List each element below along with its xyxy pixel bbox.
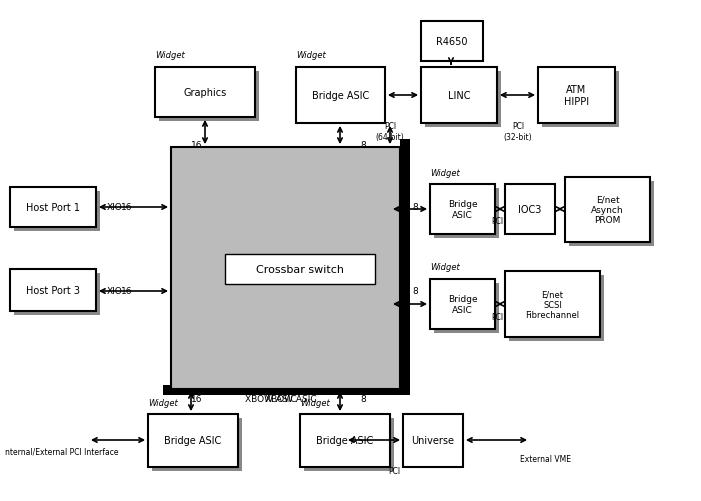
Text: 16: 16: [191, 140, 203, 149]
Bar: [569, 182, 654, 246]
Text: 16: 16: [121, 202, 132, 211]
Text: PCI
(64-bit): PCI (64-bit): [376, 122, 404, 141]
Bar: [300, 414, 390, 467]
Bar: [159, 72, 259, 122]
Text: Widget: Widget: [155, 51, 185, 60]
Text: Bridge
ASIC: Bridge ASIC: [448, 295, 477, 314]
Text: Host Port 1: Host Port 1: [26, 202, 80, 212]
Text: 16: 16: [121, 287, 132, 296]
Text: nternal/External PCI Interface: nternal/External PCI Interface: [5, 446, 118, 455]
Text: 8: 8: [360, 140, 366, 149]
Text: XIO: XIO: [107, 202, 123, 211]
Bar: [152, 418, 242, 471]
Text: XIO: XIO: [107, 287, 123, 296]
Bar: [434, 284, 499, 333]
Bar: [430, 280, 495, 329]
Text: E/net
SCSI
Fibrechannel: E/net SCSI Fibrechannel: [526, 290, 580, 319]
Bar: [505, 272, 600, 337]
Bar: [542, 72, 619, 128]
Bar: [296, 68, 385, 124]
Text: 8: 8: [360, 395, 366, 404]
Text: Widget: Widget: [300, 398, 329, 407]
Text: Crossbar switch: Crossbar switch: [256, 265, 344, 275]
Text: XBOW ASIC: XBOW ASIC: [265, 395, 317, 404]
Text: 8: 8: [412, 287, 418, 296]
Bar: [421, 22, 483, 62]
Text: LINC: LINC: [448, 91, 470, 101]
Text: Bridge ASIC: Bridge ASIC: [164, 436, 222, 445]
Text: PCI
(32-bit): PCI (32-bit): [504, 122, 532, 141]
Text: Widget: Widget: [148, 398, 178, 407]
Bar: [171, 148, 400, 389]
Text: R4650: R4650: [436, 37, 468, 47]
Text: Bridge ASIC: Bridge ASIC: [312, 91, 369, 101]
Text: PCI: PCI: [388, 466, 400, 475]
Bar: [403, 414, 463, 467]
Bar: [225, 255, 375, 285]
Text: Universe: Universe: [411, 436, 454, 445]
Bar: [14, 191, 100, 231]
Bar: [425, 72, 501, 128]
Text: E/net
Asynch
PROM: E/net Asynch PROM: [591, 195, 624, 225]
Bar: [565, 178, 650, 242]
Bar: [434, 188, 499, 238]
Bar: [304, 418, 394, 471]
Text: PCI: PCI: [491, 313, 503, 322]
Text: 8: 8: [412, 202, 418, 211]
Text: PCI: PCI: [491, 217, 503, 226]
Text: Widget: Widget: [296, 51, 326, 60]
Bar: [421, 68, 497, 124]
Bar: [163, 385, 410, 395]
Bar: [14, 274, 100, 315]
Text: Widget: Widget: [430, 263, 460, 272]
Text: Bridge
ASIC: Bridge ASIC: [448, 200, 477, 219]
Bar: [155, 68, 255, 118]
Bar: [509, 276, 604, 341]
Bar: [148, 414, 238, 467]
Bar: [400, 140, 410, 395]
Text: Graphics: Graphics: [184, 88, 226, 98]
Bar: [538, 68, 615, 124]
Bar: [10, 188, 96, 227]
Text: ATM
HIPPI: ATM HIPPI: [564, 85, 589, 107]
Bar: [430, 185, 495, 234]
Text: Host Port 3: Host Port 3: [26, 286, 80, 296]
Text: IOC3: IOC3: [518, 204, 542, 214]
Text: Widget: Widget: [430, 169, 460, 178]
Text: External VME: External VME: [520, 454, 571, 463]
Text: 16: 16: [191, 395, 203, 404]
Bar: [505, 185, 555, 234]
Text: XBOW ASIC: XBOW ASIC: [245, 395, 297, 404]
Bar: [10, 270, 96, 312]
Text: Bridge ASIC: Bridge ASIC: [316, 436, 374, 445]
